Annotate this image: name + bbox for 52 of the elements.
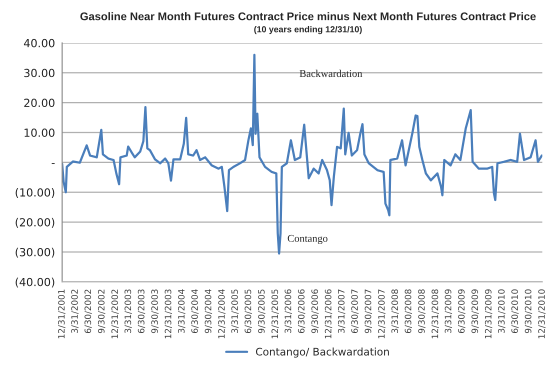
y-tick-label: (40.00) xyxy=(16,278,54,288)
x-tick-label: 3/31/2009 xyxy=(444,289,452,333)
x-tick-label: 3/31/2003 xyxy=(124,290,132,333)
x-tick-label: 6/30/2002 xyxy=(84,290,92,334)
y-tick-label: (30.00) xyxy=(16,248,54,258)
annotation: Contango xyxy=(288,234,328,244)
x-tick-label: 3/31/2002 xyxy=(71,290,79,333)
x-tick-label: 6/30/2007 xyxy=(351,290,359,334)
chart-subtitle: (10 years ending 12/31/10) xyxy=(254,26,362,34)
x-tick-label: 12/31/2006 xyxy=(324,289,332,338)
x-tick-label: 6/30/2008 xyxy=(404,289,412,334)
x-tick-label: 9/30/2006 xyxy=(311,289,319,334)
x-tick-label: 12/31/2002 xyxy=(111,290,119,338)
x-tick-label: 9/30/2008 xyxy=(418,289,426,334)
x-tick-label: 6/30/2005 xyxy=(244,290,252,334)
y-tick-label: 40.00 xyxy=(24,38,54,48)
x-tick-label: 12/31/2004 xyxy=(218,289,226,338)
y-tick-label: - xyxy=(52,163,55,164)
line-series xyxy=(62,54,542,255)
x-tick-label: 12/31/2003 xyxy=(164,290,172,338)
x-tick-label: 9/30/2002 xyxy=(98,290,106,334)
x-tick-label: 12/31/2001 xyxy=(58,290,66,338)
chart-title: Gasoline Near Month Futures Contract Price minus Next Month Futures Contract Price xyxy=(80,12,536,20)
x-tick-label: 3/31/2006 xyxy=(284,289,292,333)
x-tick-label: 12/31/2009 xyxy=(484,289,492,338)
x-tick-label: 3/31/2007 xyxy=(338,290,346,333)
legend-label: Contango/ Backwardation xyxy=(256,348,389,358)
x-tick-label: 6/30/2009 xyxy=(458,289,466,334)
x-tick-label: 9/30/2005 xyxy=(258,290,266,334)
x-tick-label: 3/31/2008 xyxy=(391,289,399,333)
x-tick-label: 3/31/2010 xyxy=(498,289,506,333)
x-tick-label: 6/30/2004 xyxy=(191,289,199,334)
y-tick-label: 20.00 xyxy=(24,98,54,108)
x-tick-label: 6/30/2006 xyxy=(298,289,306,334)
x-tick-label: 9/30/2003 xyxy=(151,290,159,334)
x-tick-label: 3/31/2004 xyxy=(178,289,186,333)
x-tick-label: 9/30/2010 xyxy=(524,289,532,334)
x-tick-label: 6/30/2010 xyxy=(511,289,519,334)
x-tick-label: 3/31/2005 xyxy=(231,290,239,333)
x-tick-label: 9/30/2009 xyxy=(471,289,479,334)
y-tick-label: (10.00) xyxy=(16,188,54,198)
x-tick-label: 12/31/2005 xyxy=(271,290,279,338)
x-tick-label: 9/30/2004 xyxy=(204,289,212,334)
y-tick-label: 30.00 xyxy=(24,68,54,78)
y-tick-label: (20.00) xyxy=(16,218,54,228)
annotation: Backwardation xyxy=(300,70,362,78)
x-tick-label: 12/31/2007 xyxy=(378,290,386,338)
x-tick-label: 12/31/2010 xyxy=(538,289,546,338)
x-tick-label: 6/30/2003 xyxy=(138,290,146,334)
x-tick-label: 9/30/2007 xyxy=(364,290,372,334)
y-tick-label: 10.00 xyxy=(24,128,54,137)
x-tick-label: 12/31/2008 xyxy=(432,289,439,338)
